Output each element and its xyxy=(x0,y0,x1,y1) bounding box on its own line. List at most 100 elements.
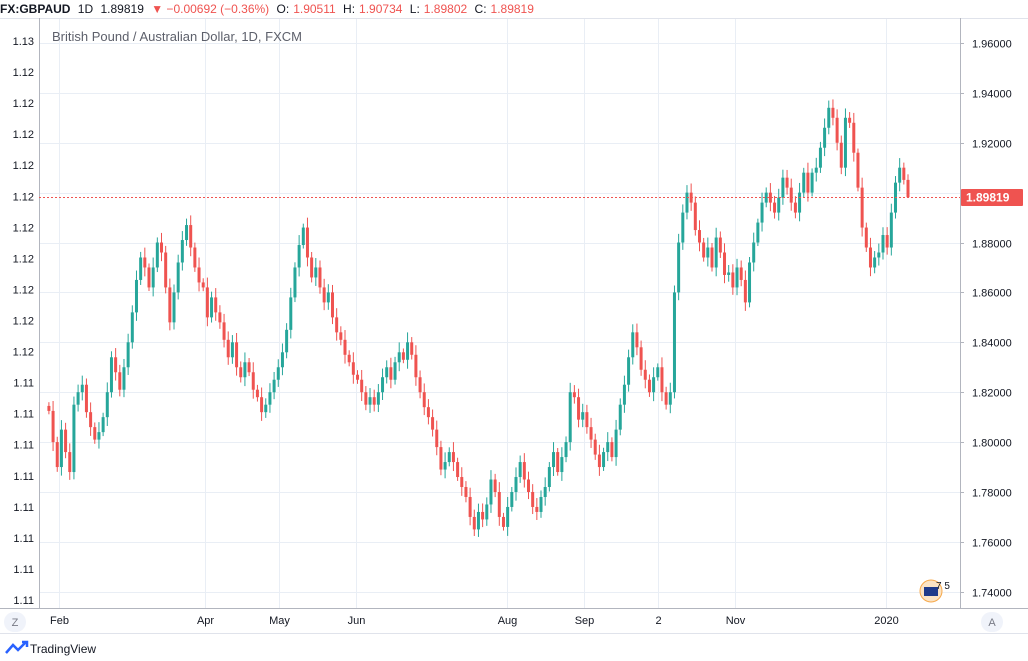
candle-body xyxy=(360,379,364,393)
candle-body xyxy=(322,287,326,303)
candle-body xyxy=(176,262,180,293)
left-tick-label: 1.12 xyxy=(13,284,34,296)
candle-body xyxy=(518,462,522,478)
candles xyxy=(47,99,910,537)
candle-body xyxy=(577,397,581,420)
candle-body xyxy=(885,235,889,248)
tradingview-logo-text[interactable]: TradingView xyxy=(30,642,97,656)
candle-body xyxy=(197,267,201,283)
left-tick-label: 1.12 xyxy=(13,347,34,359)
candle-body xyxy=(602,452,606,468)
left-tick-label: 1.11 xyxy=(13,502,34,514)
zoom-button-label: Z xyxy=(12,617,19,629)
candle-body xyxy=(222,322,226,340)
candle-body xyxy=(739,267,743,280)
candle-body xyxy=(818,147,822,168)
candle-body xyxy=(230,342,234,358)
candle-body xyxy=(760,202,764,223)
candle-body xyxy=(802,172,806,193)
y-tick-label: 1.80000 xyxy=(972,438,1012,450)
candle-body xyxy=(406,342,410,360)
candle-body xyxy=(572,392,576,398)
candle-body xyxy=(556,452,560,473)
candle-body xyxy=(864,227,868,248)
candle-body xyxy=(564,442,568,458)
candle-body xyxy=(547,467,551,488)
candle-body xyxy=(364,392,368,405)
y-tick-label: 1.78000 xyxy=(972,488,1012,500)
candle-body xyxy=(827,107,831,128)
right-price-scale[interactable]: 1.74000 1.76000 1.78000 1.80000 1.82000 1.840… xyxy=(960,39,1012,600)
x-tick-label: Nov xyxy=(726,615,746,627)
candle-body xyxy=(585,412,589,428)
candle-body xyxy=(93,427,97,440)
candle-body xyxy=(718,237,722,253)
interval-label[interactable]: 1D xyxy=(77,2,94,16)
candle-body xyxy=(243,362,247,378)
zoom-button[interactable]: Z xyxy=(4,612,26,632)
left-tick-label: 1.11 xyxy=(13,378,34,390)
footer: TradingView xyxy=(0,636,1028,661)
candle-body xyxy=(889,212,893,248)
candle-body xyxy=(109,357,113,393)
candle-body xyxy=(764,192,768,203)
price-chart[interactable]: 1.13 1.12 1.12 1.12 1.12 1.12 1.12 1.12 1.12 1.12… xyxy=(0,0,1028,636)
candle-body xyxy=(414,354,418,378)
candle-body xyxy=(343,339,347,355)
candle-body xyxy=(97,432,101,440)
candle-body xyxy=(51,410,55,443)
candle-body xyxy=(456,462,460,478)
candle-body xyxy=(643,369,647,380)
tradingview-logo-icon[interactable] xyxy=(4,639,30,659)
auto-scale-button[interactable]: A xyxy=(981,612,1003,632)
left-price-scale[interactable]: 1.13 1.12 1.12 1.12 1.12 1.12 1.12 1.12 1.12 1.12… xyxy=(13,36,34,607)
candle-body xyxy=(727,272,731,275)
candle-body xyxy=(510,491,514,507)
price-change: ▼ −0.00692 (−0.36%) xyxy=(151,2,270,16)
candle-body xyxy=(493,479,497,492)
y-tick-label: 1.88000 xyxy=(972,239,1012,251)
chart-grid xyxy=(39,18,960,608)
left-tick-label: 1.11 xyxy=(13,595,34,607)
candle-body xyxy=(205,287,209,318)
left-tick-label: 1.11 xyxy=(13,440,34,452)
candle-body xyxy=(126,342,130,368)
candle-body xyxy=(351,362,355,375)
candle-body xyxy=(543,487,547,497)
candle-body xyxy=(305,227,309,258)
candle-body xyxy=(660,367,664,393)
candle-body xyxy=(168,287,172,323)
candle-body xyxy=(531,491,535,507)
candle-body xyxy=(218,312,222,323)
time-scale[interactable]: Feb Apr May Jun Aug Sep 2 Nov 2020 xyxy=(50,615,899,627)
symbol-name[interactable]: FX:GBPAUD xyxy=(0,2,71,16)
open-value: 1.90511 xyxy=(293,2,336,16)
candle-body xyxy=(848,117,852,123)
candle-body xyxy=(289,297,293,330)
x-tick-label: 2 xyxy=(655,615,661,627)
candle-body xyxy=(314,267,318,278)
candle-body xyxy=(139,257,143,280)
left-tick-label: 1.12 xyxy=(13,253,34,265)
left-tick-label: 1.12 xyxy=(13,222,34,234)
candle-body xyxy=(276,367,280,380)
left-tick-label: 1.12 xyxy=(13,67,34,79)
candle-body xyxy=(72,404,76,473)
candle-body xyxy=(301,227,305,246)
left-tick-label: 1.11 xyxy=(13,471,34,483)
y-tick-label: 1.76000 xyxy=(972,538,1012,550)
candle-body xyxy=(460,477,464,488)
candle-body xyxy=(89,412,93,428)
candle-body xyxy=(84,384,88,413)
candle-body xyxy=(835,117,839,143)
events-badge[interactable]: 7 5 xyxy=(919,579,950,603)
candle-body xyxy=(439,447,443,470)
auto-scale-label: A xyxy=(988,617,996,629)
candle-body xyxy=(410,342,414,355)
candle-body xyxy=(773,202,777,213)
y-tick-label: 1.86000 xyxy=(972,288,1012,300)
candle-body xyxy=(560,457,564,473)
candle-body xyxy=(568,392,572,443)
left-tick-label: 1.11 xyxy=(13,409,34,421)
candle-body xyxy=(385,367,389,378)
